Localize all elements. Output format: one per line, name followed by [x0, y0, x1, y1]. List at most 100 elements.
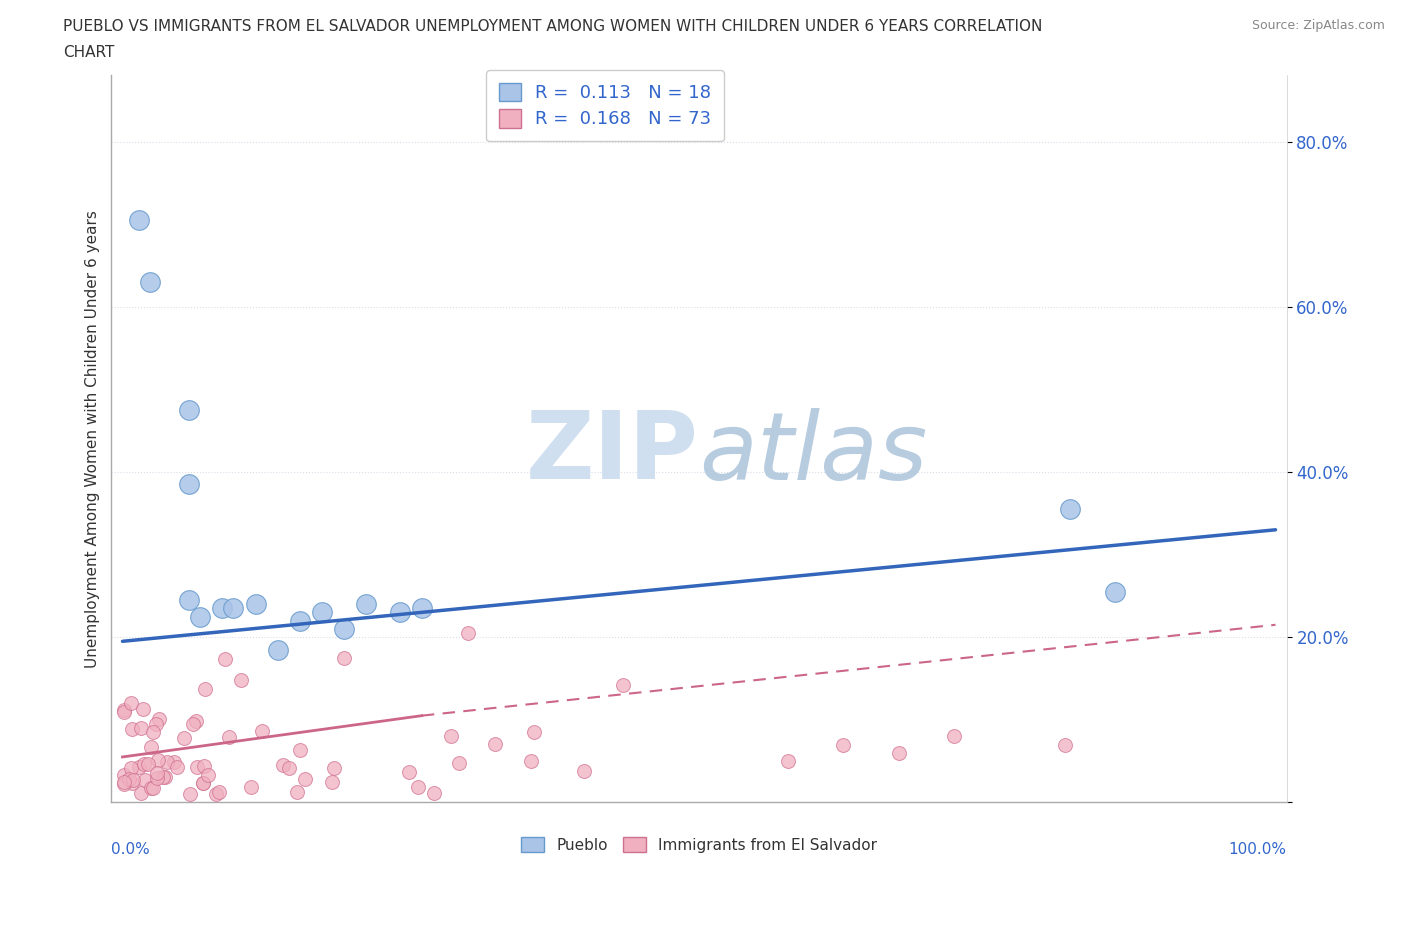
Point	[484, 737, 506, 751]
Point	[267, 642, 290, 657]
Point	[943, 729, 966, 744]
Point	[333, 650, 356, 665]
Point	[572, 764, 595, 778]
Point	[523, 725, 546, 740]
Point	[194, 682, 217, 697]
Point	[288, 613, 311, 628]
Point	[134, 757, 156, 772]
Point	[112, 768, 135, 783]
Point	[132, 702, 155, 717]
Point	[197, 767, 219, 782]
Point	[208, 785, 231, 800]
Point	[193, 759, 215, 774]
Point	[245, 597, 267, 612]
Point	[166, 760, 188, 775]
Point	[141, 740, 163, 755]
Point	[406, 780, 429, 795]
Point	[205, 787, 228, 802]
Text: 0.0%: 0.0%	[111, 843, 150, 857]
Point	[177, 592, 200, 607]
Point	[832, 737, 855, 752]
Point	[457, 625, 479, 640]
Point	[271, 757, 294, 772]
Text: 100.0%: 100.0%	[1229, 843, 1286, 857]
Point	[222, 601, 245, 616]
Text: ZIP: ZIP	[526, 407, 699, 499]
Point	[139, 780, 162, 795]
Point	[323, 761, 346, 776]
Point	[131, 720, 153, 735]
Point	[191, 776, 214, 790]
Point	[440, 728, 463, 743]
Point	[1059, 501, 1081, 516]
Point	[146, 771, 169, 786]
Point	[1104, 584, 1126, 599]
Point	[333, 621, 356, 636]
Point	[118, 772, 141, 787]
Point	[321, 775, 343, 790]
Point	[142, 724, 165, 739]
Point	[177, 477, 200, 492]
Point	[112, 705, 135, 720]
Legend: Pueblo, Immigrants from El Salvador: Pueblo, Immigrants from El Salvador	[513, 829, 884, 860]
Point	[188, 609, 211, 624]
Y-axis label: Unemployment Among Women with Children Under 6 years: Unemployment Among Women with Children U…	[86, 210, 100, 668]
Point	[211, 601, 233, 616]
Point	[179, 787, 201, 802]
Point	[156, 754, 179, 769]
Point	[142, 780, 165, 795]
Point	[145, 717, 167, 732]
Point	[146, 766, 169, 781]
Point	[146, 753, 169, 768]
Point	[356, 597, 378, 612]
Point	[447, 756, 470, 771]
Text: PUEBLO VS IMMIGRANTS FROM EL SALVADOR UNEMPLOYMENT AMONG WOMEN WITH CHILDREN UND: PUEBLO VS IMMIGRANTS FROM EL SALVADOR UN…	[63, 19, 1043, 33]
Text: Source: ZipAtlas.com: Source: ZipAtlas.com	[1251, 19, 1385, 32]
Point	[422, 785, 444, 800]
Point	[285, 785, 308, 800]
Point	[294, 772, 316, 787]
Point	[128, 213, 150, 228]
Point	[1053, 737, 1076, 752]
Point	[186, 760, 208, 775]
Point	[311, 604, 333, 619]
Point	[183, 717, 205, 732]
Point	[128, 760, 150, 775]
Point	[138, 756, 160, 771]
Point	[229, 672, 252, 687]
Point	[114, 775, 136, 790]
Point	[120, 696, 142, 711]
Point	[214, 652, 236, 667]
Point	[250, 724, 273, 738]
Point	[121, 722, 143, 737]
Text: CHART: CHART	[63, 45, 115, 60]
Point	[388, 604, 411, 619]
Point	[120, 761, 142, 776]
Point	[153, 770, 176, 785]
Point	[163, 755, 186, 770]
Point	[139, 274, 162, 289]
Point	[112, 703, 135, 718]
Point	[173, 730, 195, 745]
Point	[152, 770, 174, 785]
Point	[519, 753, 541, 768]
Point	[398, 764, 420, 779]
Point	[239, 780, 262, 795]
Point	[112, 777, 135, 791]
Point	[411, 601, 433, 616]
Point	[129, 786, 152, 801]
Point	[184, 713, 207, 728]
Point	[122, 773, 145, 788]
Point	[277, 760, 299, 775]
Point	[121, 776, 143, 790]
Point	[177, 403, 200, 418]
Point	[776, 753, 799, 768]
Point	[887, 745, 910, 760]
Point	[193, 776, 215, 790]
Text: atlas: atlas	[699, 408, 927, 499]
Point	[218, 729, 240, 744]
Point	[612, 678, 634, 693]
Point	[134, 773, 156, 788]
Point	[148, 712, 170, 727]
Point	[290, 743, 312, 758]
